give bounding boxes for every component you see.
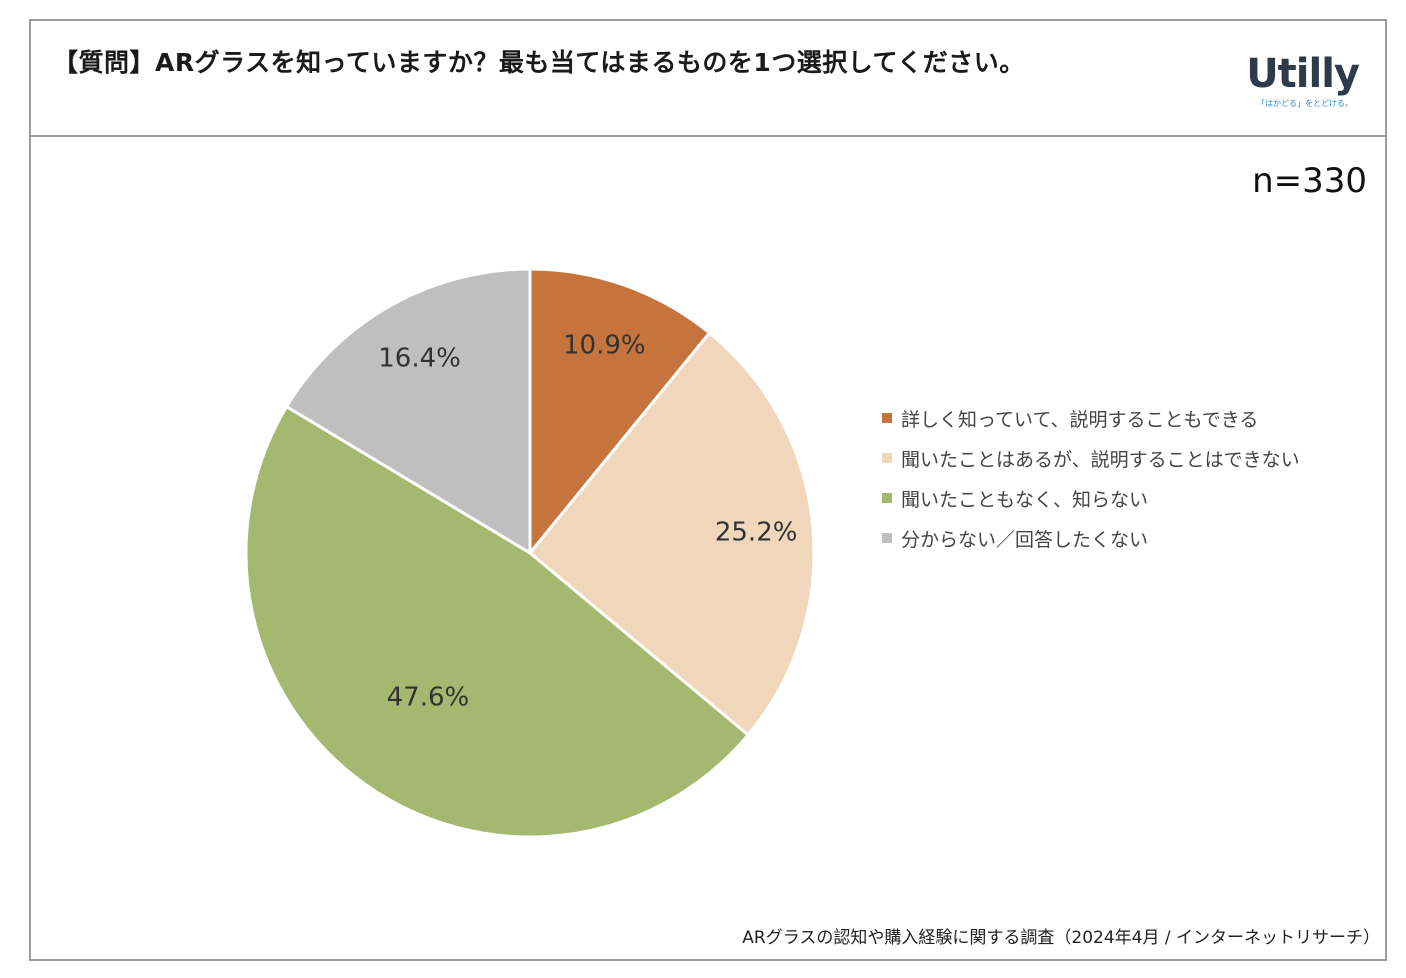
legend-label: 聞いたこともなく、知らない (901, 488, 1149, 511)
data-label-2: 25.2% (715, 517, 798, 547)
data-label-4: 16.4% (378, 344, 461, 374)
legend-swatch (882, 493, 892, 503)
slice-heard (527, 330, 816, 738)
slice-unknown (244, 404, 751, 839)
legend-swatch (882, 453, 892, 463)
data-label-1: 10.9% (563, 330, 646, 360)
data-label-3: 47.6% (387, 682, 470, 712)
legend-label: 分からない／回答したくない (901, 528, 1149, 551)
header: 【質問】ARグラスを知っていますか？最も当てはまるものを1つ選択してください。 … (31, 21, 1385, 137)
legend: 詳しく知っていて、説明することもできる聞いたことはあるが、説明することはできない… (882, 398, 1300, 558)
utilly-logo: Utilly 「はかどる」をとどける。 (1239, 51, 1360, 111)
legend-label: 聞いたことはあるが、説明することはできない (901, 448, 1300, 471)
sample-size-label: n=330 (1252, 161, 1367, 201)
question-title: 【質問】ARグラスを知っていますか？最も当てはまるものを1つ選択してください。 (53, 48, 1025, 77)
slice-no-answer (284, 267, 532, 556)
logo-wordmark: Utilly (1246, 51, 1360, 97)
source-note: ARグラスの認知や購入経験に関する調査（2024年4月 / インターネットリサー… (742, 928, 1380, 948)
logo-tagline: 「はかどる」をとどける。 (1257, 99, 1353, 108)
slice-explain (528, 267, 712, 558)
legend-item: 聞いたこともなく、知らない (882, 478, 1300, 518)
legend-swatch (882, 413, 892, 423)
legend-item: 分からない／回答したくない (882, 518, 1300, 558)
legend-item: 聞いたことはあるが、説明することはできない (882, 438, 1300, 478)
legend-swatch (882, 533, 892, 543)
legend-item: 詳しく知っていて、説明することもできる (882, 398, 1300, 438)
legend-label: 詳しく知っていて、説明することもできる (901, 408, 1259, 431)
